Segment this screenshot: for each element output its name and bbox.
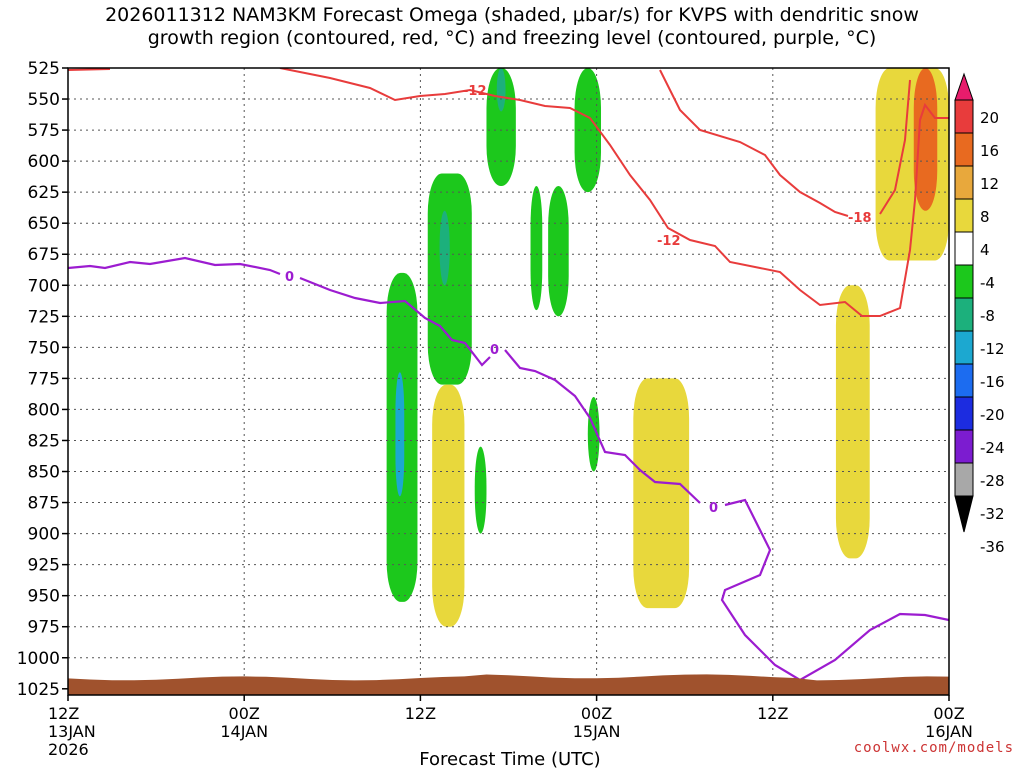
- omega-region-14: [835, 285, 870, 559]
- y-tick-label-1025: 1025: [17, 680, 60, 700]
- purple-label-2: 0: [490, 343, 499, 358]
- colorbar-label-2: 12: [980, 175, 999, 193]
- chart-title-line2: growth region (contoured, red, °C) and f…: [147, 27, 877, 49]
- colorbar-label-10: -24: [980, 439, 1005, 457]
- x-tick-label-3-0: 00Z: [581, 704, 612, 723]
- colorbar-legend: 20 16 12 8 4 -4 -8 -12 -16 -20 -24 -28 -32 -36: [954, 72, 1005, 556]
- colorbar-swatch-1: [954, 99, 974, 134]
- colorbar-label-0: 20: [980, 109, 999, 127]
- chart-title-line1: 2026011312 NAM3KM Forecast Omega (shaded…: [105, 4, 919, 26]
- colorbar-label-13: -36: [980, 538, 1005, 556]
- colorbar-swatch-6: [954, 264, 974, 299]
- y-tick-label-550: 550: [28, 90, 60, 110]
- omega-region-10: [474, 446, 487, 534]
- red-isotherm-minus18: [659, 69, 911, 217]
- x-tick-label-5-0: 00Z: [933, 704, 964, 723]
- colorbar-swatch-12: [954, 462, 974, 497]
- colorbar-swatch-5: [954, 231, 974, 266]
- x-tick-label-0-1: 13JAN: [48, 722, 96, 741]
- x-tick-label-4-0: 12Z: [757, 704, 788, 723]
- y-tick-label-825: 825: [28, 431, 60, 451]
- y-tick-label-850: 850: [28, 463, 60, 483]
- y-tick-label-750: 750: [28, 338, 60, 358]
- colorbar-label-4: 4: [980, 241, 990, 259]
- omega-region-4: [439, 210, 450, 286]
- colorbar-label-3: 8: [980, 208, 990, 226]
- colorbar-label-7: -12: [980, 340, 1005, 358]
- colorbar-label-12: -32: [980, 505, 1005, 523]
- omega-region-7: [530, 185, 543, 311]
- contour-labels: -12 -12 -18 0 0 0: [285, 84, 872, 516]
- colorbar-label-9: -20: [980, 406, 1005, 424]
- y-tick-label-925: 925: [28, 556, 60, 576]
- colorbar-swatch-9: [954, 363, 974, 398]
- colorbar-label-8: -16: [980, 373, 1005, 391]
- red-label-3: -18: [848, 211, 872, 226]
- omega-shading: [386, 68, 949, 627]
- colorbar-swatch-10: [954, 396, 974, 431]
- colorbar-label-1: 16: [980, 142, 999, 160]
- omega-region-13: [633, 378, 690, 609]
- omega-region-2: [574, 68, 602, 193]
- colorbar-label-6: -8: [980, 307, 995, 325]
- colorbar-bottom-arrow: [954, 495, 974, 533]
- y-tick-label-675: 675: [28, 245, 60, 265]
- colorbar-top-arrow: [954, 72, 974, 101]
- y-tick-label-875: 875: [28, 494, 60, 514]
- y-tick-label-725: 725: [28, 307, 60, 327]
- y-tick-label-1000: 1000: [17, 649, 60, 669]
- y-tick-label-600: 600: [28, 152, 60, 172]
- omega-region-15: [432, 384, 465, 627]
- omega-region-6: [395, 372, 405, 497]
- x-tick-label-3-1: 15JAN: [573, 722, 621, 741]
- red-label-1: -12: [463, 84, 487, 99]
- x-tick-label-1-1: 14JAN: [220, 722, 268, 741]
- purple-label-1: 0: [285, 270, 294, 285]
- omega-region-8: [548, 185, 569, 317]
- y-tick-label-625: 625: [28, 183, 60, 203]
- red-label-2: -12: [657, 234, 681, 249]
- x-tick-label-0-0: 12Z: [48, 704, 79, 723]
- plot-frame: [67, 67, 950, 696]
- x-axis-label: Forecast Time (UTC): [419, 749, 600, 768]
- y-axis: 525 550 575 600 625 650 675 700 725 750 775 800 825 8…: [17, 59, 68, 700]
- y-tick-label-975: 975: [28, 618, 60, 638]
- y-tick-label-950: 950: [28, 587, 60, 607]
- chart-title: 2026011312 NAM3KM Forecast Omega (shaded…: [0, 4, 1024, 50]
- y-tick-label-650: 650: [28, 214, 60, 234]
- colorbar-swatch-3: [954, 165, 974, 200]
- surface-terrain-fill: [68, 674, 949, 695]
- colorbar-label-5: -4: [980, 274, 995, 292]
- y-tick-label-800: 800: [28, 400, 60, 420]
- colorbar-swatch-7: [954, 297, 974, 332]
- site-credit: coolwx.com/models: [853, 740, 1014, 756]
- omega-region-12: [913, 68, 938, 211]
- red-isotherm-minus12: [68, 68, 949, 317]
- y-tick-label-575: 575: [28, 121, 60, 141]
- freezing-level-contour: [68, 256, 949, 682]
- y-tick-label-700: 700: [28, 276, 60, 296]
- colorbar-swatch-2: [954, 132, 974, 167]
- x-tick-label-0-2: 2026: [48, 740, 89, 759]
- y-tick-label-900: 900: [28, 525, 60, 545]
- x-tick-label-2-0: 12Z: [405, 704, 436, 723]
- colorbar-label-11: -28: [980, 472, 1005, 490]
- omega-region-1: [496, 68, 506, 112]
- x-tick-label-5-1: 16JAN: [925, 722, 973, 741]
- colorbar-swatch-4: [954, 198, 974, 233]
- purple-label-3: 0: [709, 501, 718, 516]
- x-tick-label-1-0: 00Z: [229, 704, 260, 723]
- colorbar-swatch-8: [954, 330, 974, 365]
- temperature-contours: [68, 68, 949, 688]
- surface-terrain: [68, 674, 949, 695]
- y-tick-label-525: 525: [28, 59, 60, 79]
- omega-region-3: [427, 173, 472, 385]
- y-tick-label-775: 775: [28, 369, 60, 389]
- colorbar-swatch-11: [954, 429, 974, 464]
